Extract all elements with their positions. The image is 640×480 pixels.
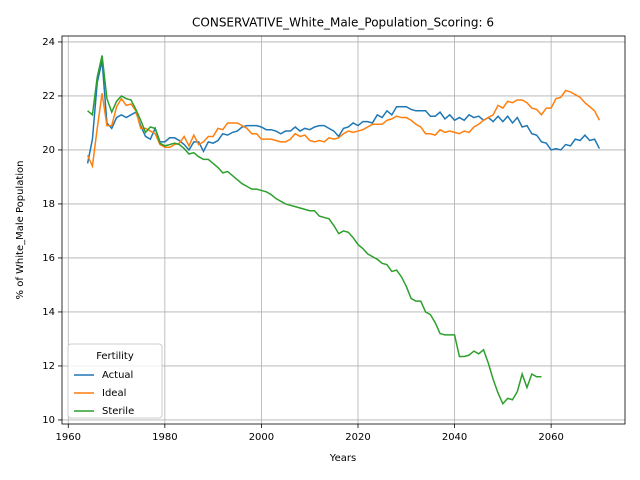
y-tick-label: 22: [42, 91, 55, 102]
plot-frame: [61, 35, 626, 425]
data-line: [87, 55, 542, 406]
x-tick-label: 2020: [345, 432, 370, 443]
chart-title: CONSERVATIVE_White_Male_Population_Scori…: [192, 16, 494, 30]
x-tick-label: 1980: [152, 432, 177, 443]
data-line: [86, 60, 601, 164]
y-tick-label: 10: [42, 415, 55, 426]
x-axis-label: Years: [329, 453, 356, 464]
x-tick-label: 2040: [442, 432, 467, 443]
legend-label: Sterile: [102, 406, 134, 417]
y-tick-label: 24: [42, 37, 55, 48]
y-tick-label: 16: [42, 253, 55, 264]
y-tick-label: 18: [42, 199, 55, 210]
y-axis-label: % of White_Male Population: [15, 161, 26, 300]
legend-label: Actual: [102, 370, 133, 381]
x-tick-label: 2000: [249, 432, 274, 443]
data-line: [86, 89, 601, 169]
x-tick-label: 1960: [56, 432, 81, 443]
x-tick-label: 2060: [538, 432, 563, 443]
legend-title: Fertility: [96, 351, 134, 362]
legend-box: [67, 343, 163, 419]
y-tick-label: 14: [42, 307, 55, 318]
legend-label: Ideal: [102, 388, 126, 399]
y-tick-label: 20: [42, 145, 55, 156]
y-tick-label: 12: [42, 361, 55, 372]
